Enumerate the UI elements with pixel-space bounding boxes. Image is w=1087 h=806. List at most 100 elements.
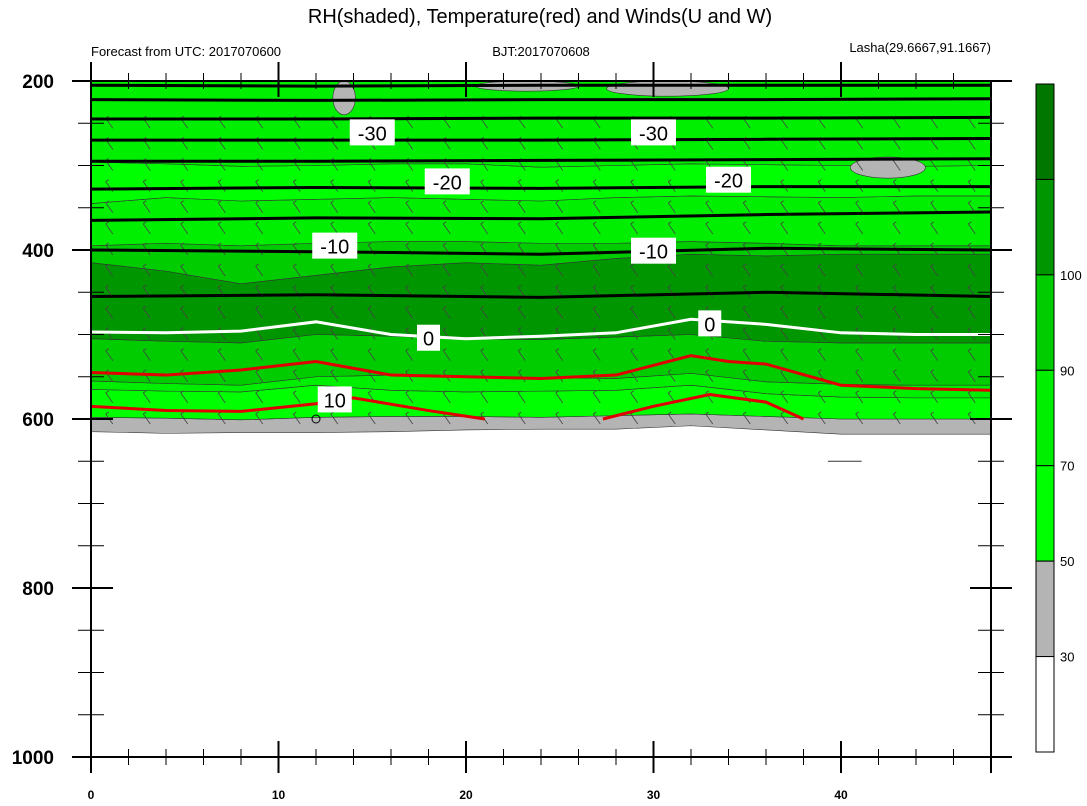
wind-barb-flag [930, 306, 934, 309]
wind-barb-flag [593, 221, 597, 225]
wind-barb [742, 308, 751, 319]
wind-barb [217, 350, 226, 361]
wind-barb-flag [143, 221, 147, 225]
wind-barb [705, 139, 714, 150]
wind-barb-flag [405, 242, 409, 246]
wind-barb [555, 265, 564, 277]
wind-barb-flag [855, 263, 859, 267]
wind-barb [742, 118, 751, 129]
wind-barb-flag [480, 306, 484, 309]
wind-barb [405, 413, 414, 425]
wind-barb-flag [968, 369, 972, 373]
wind-barb-flag [480, 179, 484, 182]
colorbar-swatch [1035, 274, 1055, 371]
wind-barb-flag [405, 263, 409, 267]
wind-barb [180, 181, 189, 192]
wind-barb [217, 413, 226, 425]
wind-barb [442, 202, 451, 213]
wind-barb-flag [443, 369, 447, 373]
wind-barb-flag [293, 411, 297, 415]
wind-barb-flag [968, 263, 972, 267]
wind-barb [405, 392, 414, 404]
wind-barb [367, 202, 376, 213]
isotherm-black-3 [91, 185, 991, 191]
wind-barb [142, 265, 151, 277]
wind-barb [292, 350, 301, 361]
wind-barb-flag [593, 242, 597, 246]
wind-barb-flag [668, 263, 672, 267]
wind-barb [892, 223, 901, 235]
wind-barb-flag [405, 306, 409, 309]
wind-barb [892, 413, 901, 425]
wind-barb-flag [518, 411, 522, 415]
wind-barb [367, 413, 376, 425]
wind-barb-flag [818, 242, 822, 246]
wind-barb [367, 265, 376, 277]
wind-barb-flag [330, 348, 334, 351]
wind-barb-flag [593, 327, 597, 330]
wind-barb [330, 350, 339, 361]
wind-barb-flag [180, 390, 184, 394]
wind-barb-flag [180, 200, 184, 204]
wind-barb [255, 202, 264, 213]
wind-barb [930, 139, 939, 150]
wind-barb [817, 308, 826, 319]
wind-barb-flag [705, 284, 709, 288]
wind-barb [255, 329, 264, 340]
wind-barb-flag [555, 348, 559, 351]
wind-barb-flag [743, 306, 747, 309]
wind-barb-flag [593, 348, 597, 351]
wind-barb-flag [255, 263, 259, 267]
wind-barb-flag [930, 242, 934, 246]
wind-barb-flag [218, 327, 222, 330]
wind-barb [592, 350, 601, 361]
wind-barb-flag [855, 221, 859, 225]
wind-barb-flag [143, 284, 147, 288]
wind-barb-flag [518, 306, 522, 309]
isotherm-black-7 [91, 97, 991, 102]
wind-barb-flag [818, 390, 822, 394]
colorbar-swatch [1035, 656, 1055, 753]
wind-barb [592, 160, 601, 171]
isotherm-zero-white [91, 317, 991, 341]
wind-barb [742, 413, 751, 425]
isotherm-black-1 [91, 246, 991, 256]
wind-barb-flag [218, 348, 222, 351]
wind-barb [892, 160, 901, 171]
wind-barb [217, 308, 226, 319]
wind-barb-flag [855, 369, 859, 373]
wind-barb-flag [668, 348, 672, 351]
wind-barb [817, 118, 826, 129]
wind-barb-flag [930, 179, 934, 182]
contour-label: 10 [324, 390, 346, 412]
wind-barb-flag [743, 327, 747, 330]
wind-barb-flag [143, 179, 147, 182]
wind-barb [855, 139, 864, 150]
wind-barb [780, 329, 789, 340]
wind-barb-flag [368, 411, 372, 415]
wind-barb-flag [143, 348, 147, 351]
wind-barb [480, 223, 489, 235]
wind-barb [817, 202, 826, 213]
wind-barb-flag [968, 242, 972, 246]
wind-barb [817, 139, 826, 150]
wind-barb-flag [668, 327, 672, 330]
wind-barb-flag [218, 284, 222, 288]
wind-barb [330, 308, 339, 319]
wind-barb-flag [330, 179, 334, 182]
wind-barb [517, 350, 526, 361]
wind-barb [555, 160, 564, 171]
wind-barb-flag [818, 411, 822, 415]
wind-barb-flag [555, 411, 559, 415]
wind-barb [517, 160, 526, 171]
wind-barb [892, 392, 901, 404]
wind-barb-flag [180, 306, 184, 309]
y-tick-label: 400 [22, 241, 54, 262]
wind-barb-flag [968, 306, 972, 309]
y-tick-label: 600 [22, 410, 54, 431]
wind-barb [292, 308, 301, 319]
wind-barb-flag [443, 327, 447, 330]
wind-barb-flag [368, 263, 372, 267]
wind-barb-flag [105, 263, 109, 267]
